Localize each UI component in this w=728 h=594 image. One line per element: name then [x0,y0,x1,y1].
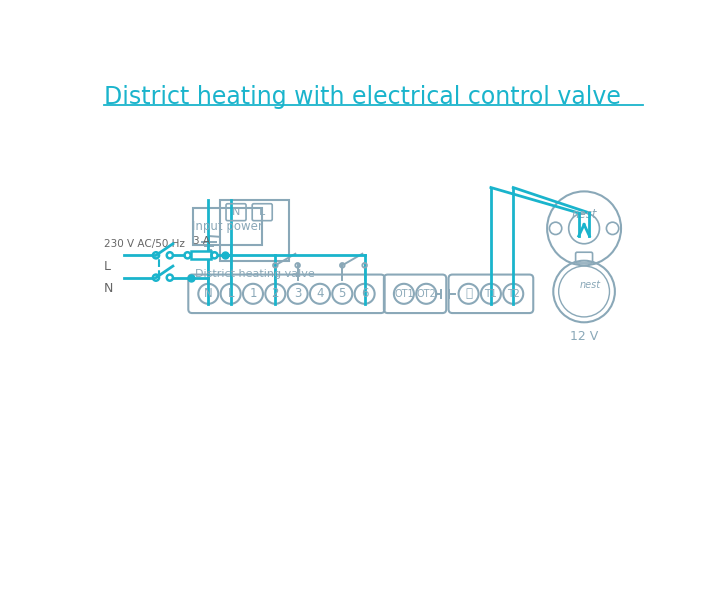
Text: T2: T2 [507,289,520,299]
Text: OT1: OT1 [394,289,414,299]
Text: 3 A: 3 A [192,236,210,246]
Text: T1: T1 [484,289,497,299]
Text: 6: 6 [361,287,368,301]
Text: 1: 1 [249,287,257,301]
Text: 3: 3 [294,287,301,301]
Text: N: N [103,282,113,295]
Text: 12 V: 12 V [570,330,598,343]
Text: L: L [259,207,265,217]
Text: 5: 5 [339,287,346,301]
Text: nest: nest [571,208,597,221]
Text: District heating valve: District heating valve [194,269,314,279]
Text: 230 V AC/50 Hz: 230 V AC/50 Hz [103,239,184,249]
Text: Input power: Input power [191,220,263,233]
Text: L: L [227,287,234,301]
Text: N: N [232,207,240,217]
Text: 4: 4 [316,287,324,301]
Text: N: N [204,287,213,301]
Text: nest: nest [579,280,601,290]
Text: 2: 2 [272,287,279,301]
Text: ⏚: ⏚ [465,287,472,301]
FancyBboxPatch shape [191,251,211,259]
Text: L: L [103,260,111,273]
Text: District heating with electrical control valve: District heating with electrical control… [103,85,620,109]
Text: OT2: OT2 [416,289,436,299]
